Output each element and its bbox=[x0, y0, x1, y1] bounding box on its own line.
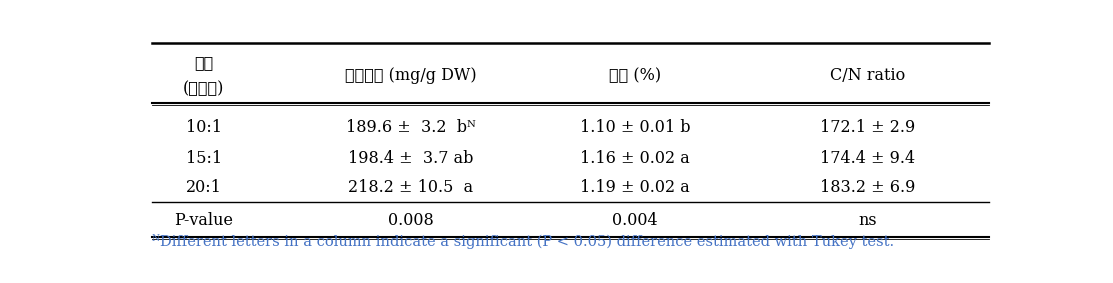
Text: 처리: 처리 bbox=[194, 54, 214, 71]
Text: C/N ratio: C/N ratio bbox=[830, 67, 906, 84]
Text: 218.2 ± 10.5  a: 218.2 ± 10.5 a bbox=[348, 179, 473, 196]
Text: 183.2 ± 6.9: 183.2 ± 6.9 bbox=[820, 179, 916, 196]
Text: 1.16 ± 0.02 a: 1.16 ± 0.02 a bbox=[580, 150, 690, 167]
Text: (엽과비): (엽과비) bbox=[184, 80, 225, 97]
Text: 20:1: 20:1 bbox=[186, 179, 221, 196]
Text: 172.1 ± 2.9: 172.1 ± 2.9 bbox=[820, 119, 916, 136]
Text: 질소 (%): 질소 (%) bbox=[609, 67, 661, 84]
Text: 189.6 ±  3.2  bᴺ: 189.6 ± 3.2 bᴺ bbox=[346, 119, 475, 136]
Text: 1.10 ± 0.01 b: 1.10 ± 0.01 b bbox=[580, 119, 690, 136]
Text: ns: ns bbox=[859, 212, 877, 229]
Text: 15:1: 15:1 bbox=[186, 150, 221, 167]
Text: 10:1: 10:1 bbox=[186, 119, 221, 136]
Text: P-value: P-value bbox=[175, 212, 234, 229]
Text: 0.008: 0.008 bbox=[388, 212, 434, 229]
Text: 198.4 ±  3.7 ab: 198.4 ± 3.7 ab bbox=[348, 150, 473, 167]
Text: 1.19 ± 0.02 a: 1.19 ± 0.02 a bbox=[580, 179, 690, 196]
Text: ᴺDifferent letters in a column indicate a significant (P < 0.05) difference esti: ᴺDifferent letters in a column indicate … bbox=[152, 233, 894, 248]
Text: 174.4 ± 9.4: 174.4 ± 9.4 bbox=[820, 150, 916, 167]
Text: 0.004: 0.004 bbox=[612, 212, 658, 229]
Text: 탄수화물 (mg/g DW): 탄수화물 (mg/g DW) bbox=[345, 67, 476, 84]
